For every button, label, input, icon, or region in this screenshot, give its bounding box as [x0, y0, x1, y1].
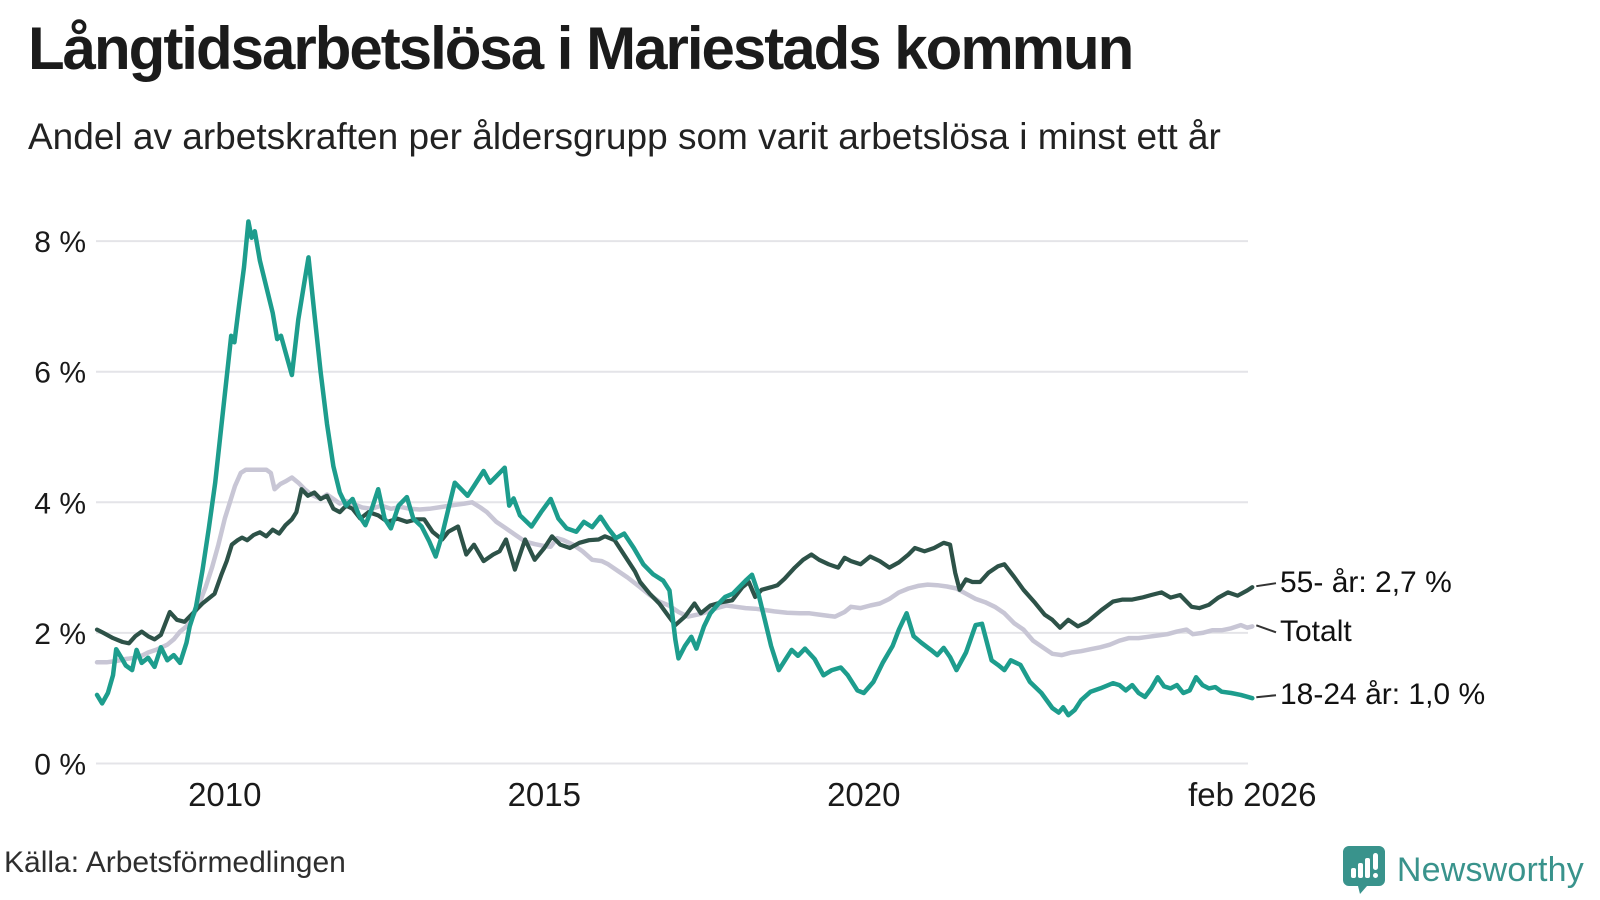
series-line-55- år [94, 487, 1255, 646]
x-axis-tick-label: 2020 [827, 776, 900, 813]
page-title: Långtidsarbetslösa i Mariestads kommun [28, 15, 1134, 82]
y-axis-tick-label: 4 % [34, 487, 86, 520]
newsworthy-icon [1342, 846, 1385, 894]
brand-name: Newsworthy [1396, 850, 1584, 889]
series-line-Totalt [94, 467, 1255, 665]
label-connector [1256, 582, 1277, 588]
x-axis-tick-label: feb 2026 [1188, 776, 1316, 813]
series-label-55plus: 55- år: 2,7 % [1280, 566, 1452, 600]
source-note: Källa: Arbetsförmedlingen [4, 846, 346, 879]
newsworthy-brand: Newsworthy [1342, 846, 1584, 894]
x-axis-tick-label: 2010 [188, 776, 261, 813]
label-connector [1255, 624, 1277, 634]
y-axis-tick-label: 0 % [34, 749, 86, 782]
x-axis-tick-label: 2015 [508, 776, 581, 813]
series-label-18-24: 18-24 år: 1,0 % [1280, 678, 1486, 712]
chart-subtitle: Andel av arbetskraften per åldersgrupp s… [28, 116, 1221, 157]
y-axis-tick-label: 6 % [34, 357, 86, 390]
y-axis-tick-label: 8 % [34, 226, 86, 259]
series-label-totalt: Totalt [1280, 615, 1352, 649]
label-connector [1256, 694, 1277, 699]
y-axis-tick-label: 2 % [34, 618, 86, 651]
series-line-18-24 år [94, 219, 1255, 718]
